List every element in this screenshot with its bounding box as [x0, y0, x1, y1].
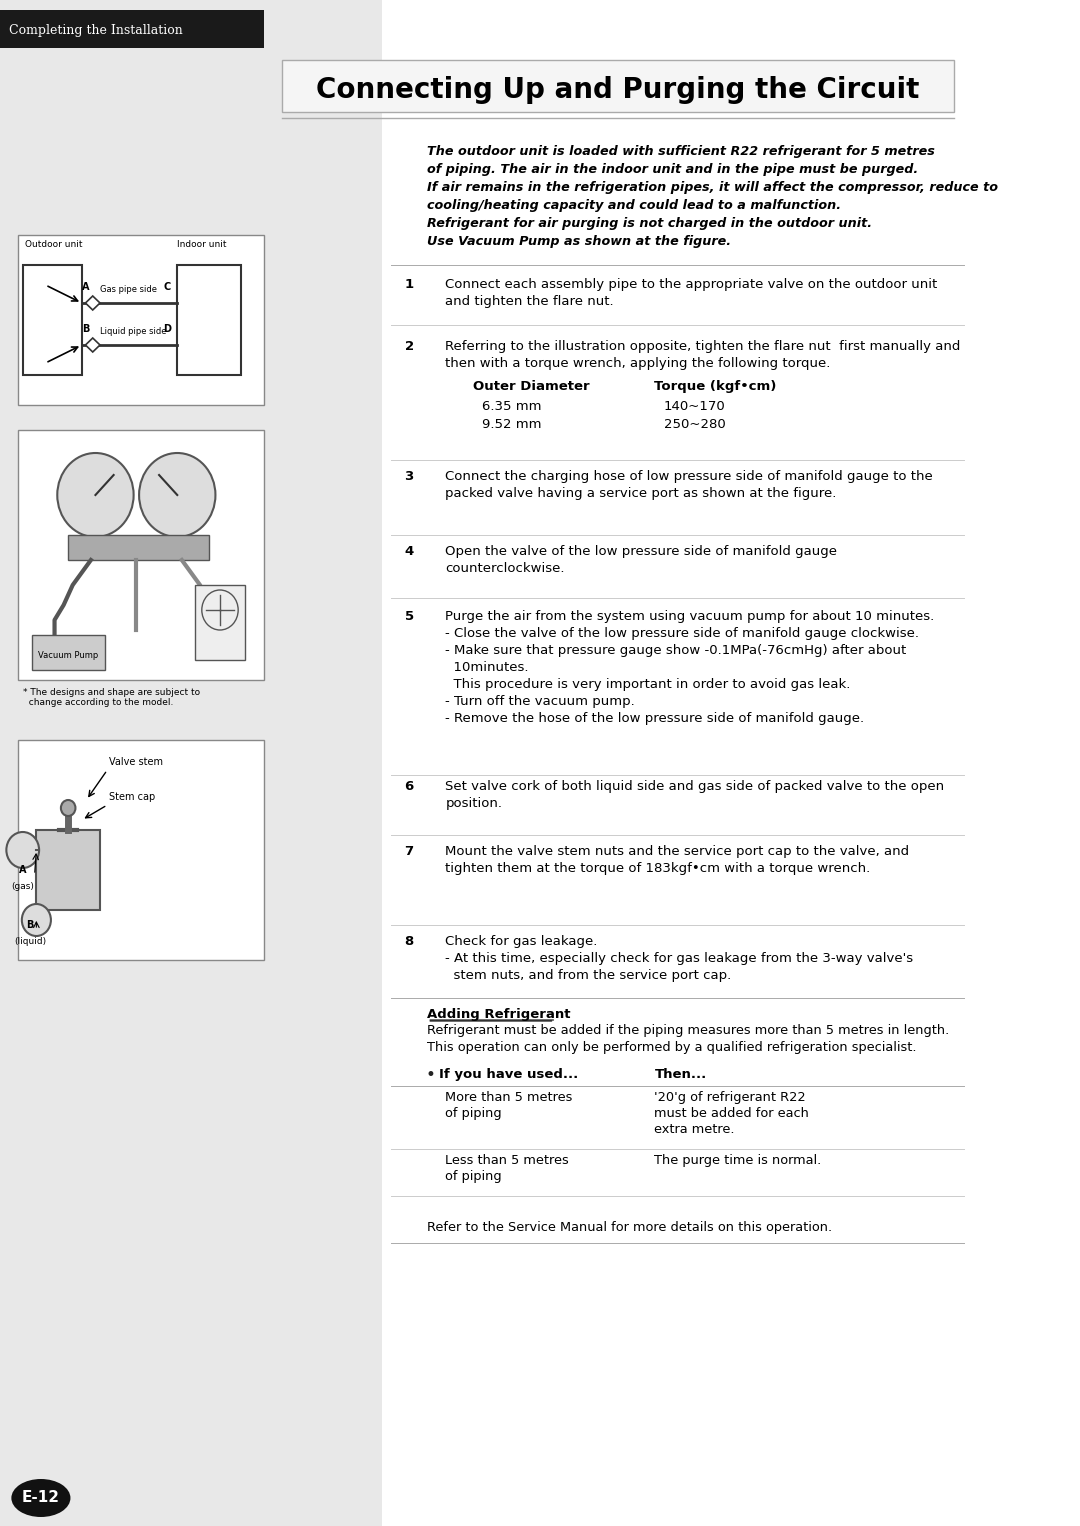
Text: Refer to the Service Manual for more details on this operation.: Refer to the Service Manual for more det…	[428, 1221, 833, 1235]
Text: Connect each assembly pipe to the appropriate valve on the outdoor unit: Connect each assembly pipe to the approp…	[445, 278, 937, 291]
Text: 1: 1	[405, 278, 414, 291]
Text: Torque (kgf•cm): Torque (kgf•cm)	[654, 380, 777, 394]
Text: More than 5 metres: More than 5 metres	[445, 1091, 572, 1103]
Text: Check for gas leakage.: Check for gas leakage.	[445, 935, 598, 948]
Text: 6.35 mm: 6.35 mm	[482, 400, 541, 414]
Text: 8: 8	[405, 935, 414, 948]
FancyBboxPatch shape	[282, 60, 955, 111]
Text: position.: position.	[445, 797, 502, 810]
Text: The outdoor unit is loaded with sufficient R22 refrigerant for 5 metres: The outdoor unit is loaded with sufficie…	[428, 145, 935, 159]
Text: (gas): (gas)	[11, 882, 35, 891]
Bar	[18, 235, 264, 404]
Text: 2: 2	[405, 340, 414, 353]
Text: - Remove the hose of the low pressure side of manifold gauge.: - Remove the hose of the low pressure si…	[445, 713, 865, 725]
Text: Completing the Installation: Completing the Installation	[9, 23, 183, 37]
Text: - Turn off the vacuum pump.: - Turn off the vacuum pump.	[445, 694, 635, 708]
Circle shape	[139, 453, 215, 537]
Bar	[382, 0, 982, 1526]
Ellipse shape	[12, 1479, 70, 1517]
Circle shape	[22, 903, 51, 935]
Text: 250~280: 250~280	[663, 418, 726, 430]
Text: Gas pipe side: Gas pipe side	[100, 285, 157, 295]
Circle shape	[57, 453, 134, 537]
Bar	[0, 11, 264, 47]
Text: Less than 5 metres: Less than 5 metres	[445, 1154, 569, 1167]
Text: (liquid): (liquid)	[14, 937, 46, 946]
Text: of piping. The air in the indoor unit and in the pipe must be purged.: of piping. The air in the indoor unit an…	[428, 163, 918, 175]
Text: Refrigerant for air purging is not charged in the outdoor unit.: Refrigerant for air purging is not charg…	[428, 217, 873, 230]
Text: Outer Diameter: Outer Diameter	[473, 380, 590, 394]
Text: 7: 7	[405, 845, 414, 858]
Text: then with a torque wrench, applying the following torque.: then with a torque wrench, applying the …	[445, 357, 831, 369]
Bar	[177, 266, 241, 375]
Polygon shape	[85, 296, 100, 310]
Text: tighten them at the torque of 183kgf•cm with a torque wrench.: tighten them at the torque of 183kgf•cm …	[445, 862, 870, 874]
Text: 3: 3	[405, 470, 414, 484]
Text: B: B	[82, 324, 90, 334]
Text: 140~170: 140~170	[663, 400, 726, 414]
Text: C: C	[164, 282, 171, 291]
Text: 10minutes.: 10minutes.	[445, 661, 529, 674]
Text: Adding Refrigerant: Adding Refrigerant	[428, 1009, 570, 1021]
Text: Connecting Up and Purging the Circuit: Connecting Up and Purging the Circuit	[316, 76, 920, 104]
Bar	[37, 830, 100, 909]
Text: Liquid pipe side: Liquid pipe side	[100, 327, 166, 336]
Text: Referring to the illustration opposite, tighten the flare nut  first manually an: Referring to the illustration opposite, …	[445, 340, 961, 353]
Text: A: A	[19, 865, 27, 874]
Text: Stem cap: Stem cap	[109, 792, 156, 803]
Text: * The designs and shape are subject to
  change according to the model.: * The designs and shape are subject to c…	[23, 688, 200, 708]
Polygon shape	[85, 337, 100, 353]
Text: •: •	[426, 1067, 435, 1083]
Text: This procedure is very important in order to avoid gas leak.: This procedure is very important in orde…	[445, 678, 851, 691]
Text: 4: 4	[405, 545, 414, 559]
Text: packed valve having a service port as shown at the figure.: packed valve having a service port as sh…	[445, 487, 837, 501]
Bar	[18, 430, 264, 681]
Text: stem nuts, and from the service port cap.: stem nuts, and from the service port cap…	[445, 969, 731, 983]
Text: of piping: of piping	[445, 1170, 502, 1183]
Text: extra metre.: extra metre.	[654, 1123, 735, 1135]
Text: E-12: E-12	[22, 1491, 59, 1506]
Text: Indoor unit: Indoor unit	[177, 240, 227, 249]
Circle shape	[6, 832, 39, 868]
Text: The purge time is normal.: The purge time is normal.	[654, 1154, 822, 1167]
Text: Then...: Then...	[654, 1068, 706, 1080]
Text: Outdoor unit: Outdoor unit	[26, 240, 83, 249]
Text: Mount the valve stem nuts and the service port cap to the valve, and: Mount the valve stem nuts and the servic…	[445, 845, 909, 858]
Bar	[23, 266, 82, 375]
Text: Set valve cork of both liquid side and gas side of packed valve to the open: Set valve cork of both liquid side and g…	[445, 780, 945, 794]
Text: Refrigerant must be added if the piping measures more than 5 metres in length.: Refrigerant must be added if the piping …	[428, 1024, 949, 1038]
Text: If air remains in the refrigeration pipes, it will affect the compressor, reduce: If air remains in the refrigeration pipe…	[428, 182, 998, 194]
Bar	[68, 536, 210, 560]
Text: Purge the air from the system using vacuum pump for about 10 minutes.: Purge the air from the system using vacu…	[445, 610, 934, 623]
Text: Open the valve of the low pressure side of manifold gauge: Open the valve of the low pressure side …	[445, 545, 837, 559]
Text: B: B	[26, 920, 33, 929]
Bar	[18, 740, 264, 960]
Circle shape	[60, 800, 76, 816]
Text: '20'g of refrigerant R22: '20'g of refrigerant R22	[654, 1091, 806, 1103]
Text: - At this time, especially check for gas leakage from the 3-way valve's: - At this time, especially check for gas…	[445, 952, 914, 964]
Text: of piping: of piping	[445, 1106, 502, 1120]
Text: Valve stem: Valve stem	[109, 757, 163, 768]
Text: Use Vacuum Pump as shown at the figure.: Use Vacuum Pump as shown at the figure.	[428, 235, 731, 249]
Text: cooling/heating capacity and could lead to a malfunction.: cooling/heating capacity and could lead …	[428, 198, 841, 212]
Text: Vacuum Pump: Vacuum Pump	[38, 650, 98, 659]
Text: counterclockwise.: counterclockwise.	[445, 562, 565, 575]
Text: If you have used...: If you have used...	[440, 1068, 578, 1080]
Text: 9.52 mm: 9.52 mm	[482, 418, 541, 430]
Text: - Make sure that pressure gauge show -0.1MPa(-76cmHg) after about: - Make sure that pressure gauge show -0.…	[445, 644, 907, 658]
Text: D: D	[164, 324, 172, 334]
Text: This operation can only be performed by a qualified refrigeration specialist.: This operation can only be performed by …	[428, 1041, 917, 1054]
Text: 6: 6	[405, 780, 414, 794]
Text: must be added for each: must be added for each	[654, 1106, 809, 1120]
Text: 5: 5	[405, 610, 414, 623]
Bar	[31, 635, 105, 670]
Text: A: A	[82, 282, 90, 291]
Bar	[0, 0, 382, 1526]
Text: Connect the charging hose of low pressure side of manifold gauge to the: Connect the charging hose of low pressur…	[445, 470, 933, 484]
Text: and tighten the flare nut.: and tighten the flare nut.	[445, 295, 615, 308]
Text: - Close the valve of the low pressure side of manifold gauge clockwise.: - Close the valve of the low pressure si…	[445, 627, 919, 639]
Bar	[195, 584, 245, 661]
